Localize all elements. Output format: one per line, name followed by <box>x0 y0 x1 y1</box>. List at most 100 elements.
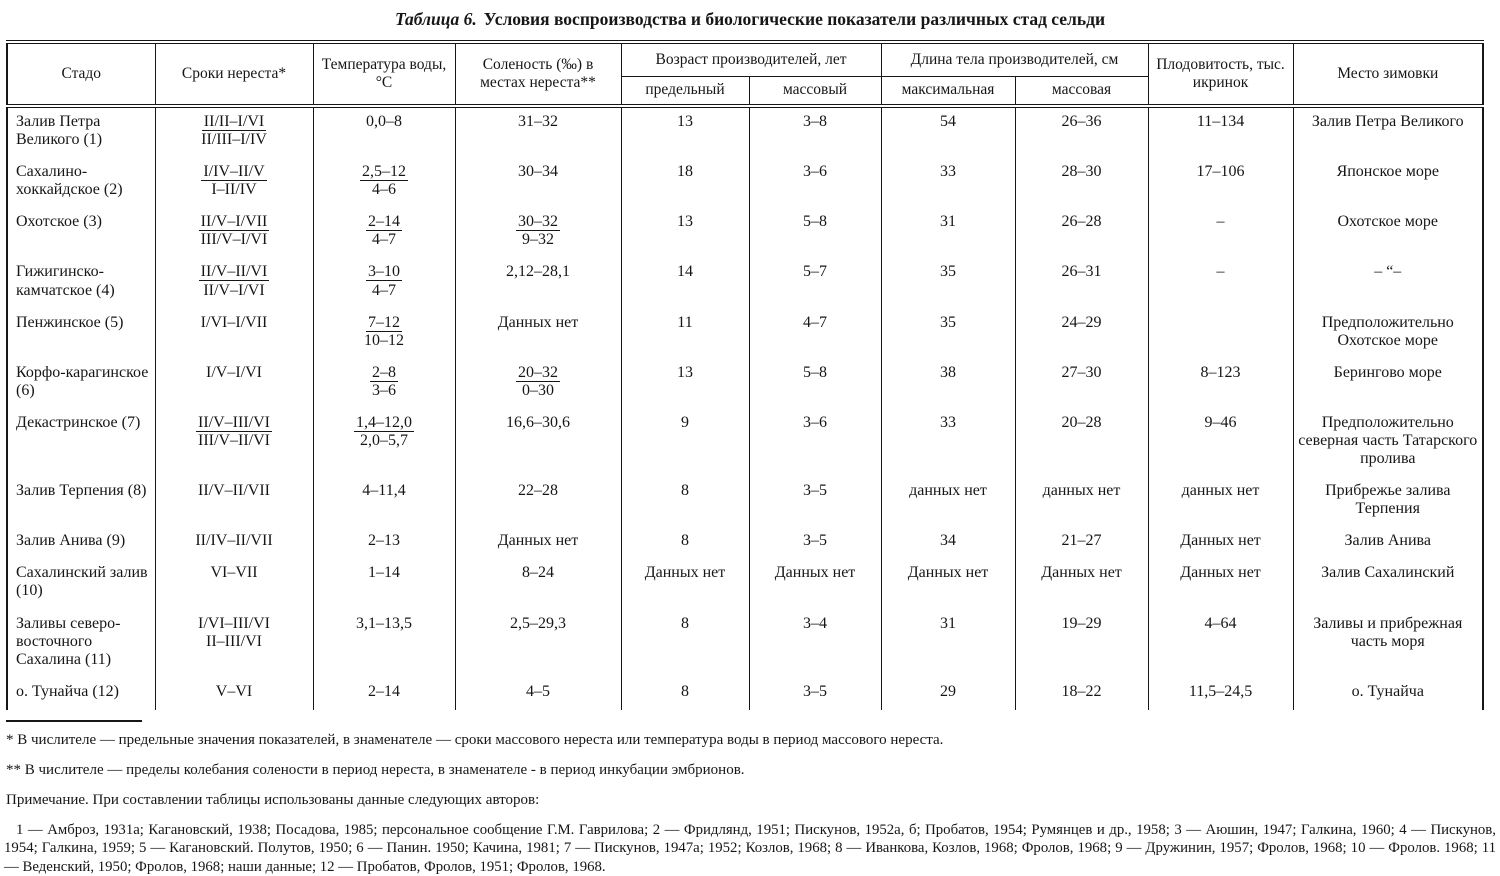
data-cell <box>1147 308 1294 359</box>
data-cell: данных нет <box>1147 477 1294 528</box>
data-cell: 8–24 <box>454 559 622 610</box>
data-cell: о. Тунайча <box>1292 677 1484 710</box>
data-cell: Данных нет <box>1147 559 1294 610</box>
stock-name-cell: Заливы северо-восточного Сахалина (11) <box>6 609 156 678</box>
data-cell: 2,12–28,1 <box>454 258 622 309</box>
header-row-subs: предельный массовый максимальная массовая <box>7 75 1483 108</box>
data-cell: Данных нет <box>1014 559 1149 610</box>
data-cell: 1,4–12,0 2,0–5,7 <box>312 408 456 478</box>
column-subheader: предельный <box>620 75 750 108</box>
table-row: Пенжинское (5) I/VI–I/VII 7–12 10–12 Данных … <box>6 308 1484 359</box>
data-cell: 3–8 <box>748 106 882 159</box>
data-cell: 8 <box>620 527 750 560</box>
data-cell: 31 <box>880 609 1016 678</box>
data-cell: 34 <box>880 527 1016 560</box>
stock-name-cell: Сахалинский залив (10) <box>6 559 156 610</box>
table-number-label: Таблица 6. <box>394 9 477 29</box>
column-header: Сроки нереста* <box>154 41 314 108</box>
column-header: Плодовитость, тыс. икринок <box>1147 41 1294 108</box>
data-cell: 17–106 <box>1147 158 1294 209</box>
column-subheader: максимальная <box>880 75 1016 108</box>
data-cell: 4–5 <box>454 677 622 710</box>
table-header: Стадо Сроки нереста* Температура воды, °С С… <box>6 41 1484 108</box>
data-cell: 33 <box>880 408 1016 478</box>
data-cell: I/VI–I/VII <box>154 308 314 359</box>
data-cell: I/IV–II/V I–II/IV <box>154 158 314 209</box>
data-cell: 8 <box>620 609 750 678</box>
data-cell: Данных нет <box>1147 527 1294 560</box>
data-cell: Данных нет <box>880 559 1016 610</box>
table-row: о. Тунайча (12) V–VI 2–14 4–5 8 3–5 29 18–22 11,… <box>6 677 1484 710</box>
data-cell: 3–10 4–7 <box>312 258 456 309</box>
data-cell: 2–8 3–6 <box>312 358 456 409</box>
data-cell: Залив Сахалинский <box>1292 559 1484 610</box>
column-header: Длина тела производителей, см <box>880 41 1149 77</box>
column-subheader: массовая <box>1014 75 1149 108</box>
data-cell: 2–14 4–7 <box>312 208 456 259</box>
stock-name-cell: Залив Анива (9) <box>6 527 156 560</box>
data-cell: 26–28 <box>1014 208 1149 259</box>
data-cell: – <box>1147 208 1294 259</box>
data-cell: 2,5–29,3 <box>454 609 622 678</box>
table-body: Залив Петра Великого (1) II/II–I/VI II/III… <box>6 106 1484 710</box>
table-row: Залив Анива (9) II/IV–II/VII 2–13 Данных не… <box>6 527 1484 560</box>
table-row: Корфо-карагинское (6) I/V–I/VI 2–8 3–6 20–32… <box>6 358 1484 409</box>
data-cell: Данных нет <box>454 308 622 359</box>
data-cell: VI–VII <box>154 559 314 610</box>
data-cell: 2,5–12 4–6 <box>312 158 456 209</box>
data-cell: Японское море <box>1292 158 1484 209</box>
data-cell: 9–46 <box>1147 408 1294 478</box>
data-cell: 31–32 <box>454 106 622 159</box>
data-cell: 29 <box>880 677 1016 710</box>
table-row: Декастринское (7) II/V–III/VI III/V–II/VI 1… <box>6 408 1484 478</box>
data-cell: 4–7 <box>748 308 882 359</box>
data-cell: 38 <box>880 358 1016 409</box>
data-cell: 11–134 <box>1147 106 1294 159</box>
data-cell: 11,5–24,5 <box>1147 677 1294 710</box>
table-title-text: Условия воспроизводства и биологические … <box>483 9 1106 29</box>
data-cell: V–VI <box>154 677 314 710</box>
column-subheader: массовый <box>748 75 882 108</box>
data-cell: 3–5 <box>748 677 882 710</box>
data-cell: 20–28 <box>1014 408 1149 478</box>
data-cell: II/IV–II/VII <box>154 527 314 560</box>
data-cell: 4–11,4 <box>312 477 456 528</box>
data-cell: Данных нет <box>620 559 750 610</box>
data-cell: 3–6 <box>748 158 882 209</box>
stock-name-cell: Охотское (3) <box>6 208 156 259</box>
data-cell: 30–32 9–32 <box>454 208 622 259</box>
column-header: Место зимовки <box>1292 41 1484 108</box>
data-cell: 5–8 <box>748 358 882 409</box>
data-cell: Предположительно северная часть Татарско… <box>1292 408 1484 478</box>
data-cell: II/V–II/VI II/V–I/VI <box>154 258 314 309</box>
stock-name-cell: Гижигинско-камчатское (4) <box>6 258 156 309</box>
data-cell: 31 <box>880 208 1016 259</box>
data-cell: Заливы и прибрежная часть моря <box>1292 609 1484 678</box>
data-cell: 26–31 <box>1014 258 1149 309</box>
data-cell: II/V–III/VI III/V–II/VI <box>154 408 314 478</box>
data-cell: 7–12 10–12 <box>312 308 456 359</box>
data-cell: Данных нет <box>748 559 882 610</box>
data-cell: Данных нет <box>454 527 622 560</box>
data-cell: 19–29 <box>1014 609 1149 678</box>
stock-name-cell: Залив Терпения (8) <box>6 477 156 528</box>
data-cell: 35 <box>880 308 1016 359</box>
data-cell: 2–14 <box>312 677 456 710</box>
data-cell: II/V–I/VII III/V–I/VI <box>154 208 314 259</box>
data-cell: Прибрежье залива Терпения <box>1292 477 1484 528</box>
data-cell: 28–30 <box>1014 158 1149 209</box>
data-cell: 3–4 <box>748 609 882 678</box>
page-title: Таблица 6. Условия воспроизводства и биол… <box>0 9 1500 30</box>
data-cell: 26–36 <box>1014 106 1149 159</box>
data-cell: 54 <box>880 106 1016 159</box>
data-cell: данных нет <box>880 477 1016 528</box>
data-cell: 2–13 <box>312 527 456 560</box>
stock-name-cell: о. Тунайча (12) <box>6 677 156 710</box>
stock-name-cell: Декастринское (7) <box>6 408 156 478</box>
data-cell: 21–27 <box>1014 527 1149 560</box>
column-header: Возраст производителей, лет <box>620 41 882 77</box>
data-cell: 20–32 0–30 <box>454 358 622 409</box>
footnote-2: ** В числителе — пределы колебания солен… <box>6 761 745 778</box>
column-header: Соленость (‰) в местах нереста** <box>454 41 622 108</box>
data-cell: II/V–II/VII <box>154 477 314 528</box>
